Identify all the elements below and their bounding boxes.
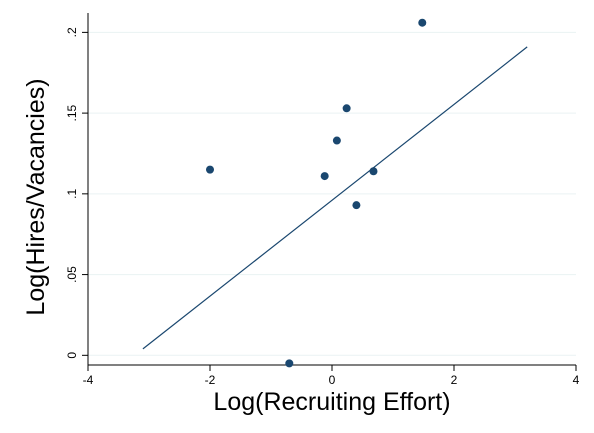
tick-labels: -4 -2 0 2 4 0 .05 .1 .15 .2 [65, 27, 580, 387]
y-tick-label-4: .2 [65, 27, 79, 37]
scatter-point-0 [206, 165, 214, 174]
scatter-point-4 [342, 104, 351, 113]
scatter-points [206, 18, 427, 368]
fit-line [142, 46, 528, 350]
x-tick-label-2: 0 [329, 373, 336, 387]
y-axis-title: Log(Hires/Vacancies) [22, 78, 50, 315]
y-tick-label-1: .05 [65, 266, 79, 283]
tick-marks [82, 31, 577, 371]
y-tick-label-2: .1 [65, 189, 79, 199]
grid-lines [88, 31, 576, 356]
scatter-point-6 [369, 167, 378, 176]
scatter-point-7 [418, 18, 427, 27]
x-axis-title: Log(Recruiting Effort) [213, 388, 450, 416]
x-tick-label-0: -4 [83, 373, 94, 387]
x-tick-label-3: 2 [451, 373, 458, 387]
x-tick-label-1: -2 [205, 373, 216, 387]
scatter-point-5 [352, 201, 361, 210]
y-tick-label-0: 0 [65, 352, 79, 359]
scatter-point-3 [332, 136, 341, 145]
scatter-point-1 [285, 359, 294, 368]
scatter-point-2 [320, 172, 329, 181]
fit-line-group [142, 46, 528, 350]
y-tick-label-3: .15 [65, 104, 79, 121]
x-tick-label-4: 4 [573, 373, 580, 387]
